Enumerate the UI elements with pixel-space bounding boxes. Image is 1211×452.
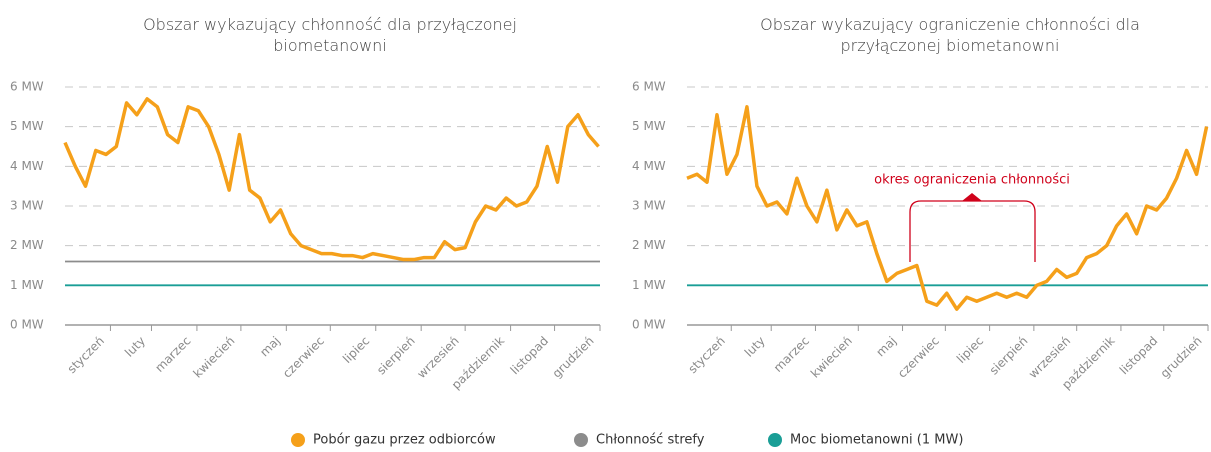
x-tick-label: lipiec (340, 334, 372, 366)
y-tick-label: 3 MW (632, 199, 666, 213)
series-line (63, 97, 600, 262)
x-tick-label: marzec (152, 334, 193, 375)
y-tick-label: 5 MW (10, 119, 44, 133)
chart-title: Obszar wykazujący chłonność dla przyłącz… (143, 15, 517, 55)
y-tick-label: 6 MW (10, 80, 44, 94)
legend-marker (291, 433, 305, 447)
y-tick-label: 0 MW (632, 318, 666, 332)
series-line (686, 105, 1209, 311)
x-tick-label: sierpień (374, 334, 418, 378)
x-tick-label: czerwiec (895, 334, 942, 381)
legend-marker (574, 433, 588, 447)
y-tick-label: 3 MW (10, 199, 44, 213)
x-tick-label: sierpień (987, 334, 1031, 378)
x-tick-label: luty (122, 334, 148, 360)
x-tick-label: lipiec (954, 334, 986, 366)
x-tick-label: wrzesień (414, 334, 461, 381)
x-tick-label: listopad (508, 334, 552, 378)
x-tick-label: kwiecień (808, 334, 855, 381)
y-tick-label: 5 MW (632, 119, 666, 133)
annotation-arrow (962, 193, 982, 201)
y-tick-label: 2 MW (10, 238, 44, 252)
legend-label: Pobór gazu przez odbiorców (313, 433, 496, 448)
x-tick-label: styczeń (685, 334, 727, 376)
x-tick-label: grudzień (550, 334, 597, 381)
y-tick-label: 1 MW (632, 278, 666, 292)
chart-title: Obszar wykazujący ograniczenie chłonnośc… (760, 15, 1140, 55)
legend-marker (768, 433, 782, 447)
x-tick-label: czerwiec (280, 334, 327, 381)
legend-label: Chłonność strefy (596, 433, 705, 448)
x-tick-label: luty (742, 334, 768, 360)
x-tick-label: styczeń (65, 334, 107, 376)
x-tick-label: listopad (1117, 334, 1161, 378)
y-tick-label: 0 MW (10, 318, 44, 332)
y-tick-label: 6 MW (632, 80, 666, 94)
x-tick-label: kwiecień (191, 334, 238, 381)
x-tick-label: marzec (771, 334, 812, 375)
annotation-bracket (909, 200, 1036, 262)
legend: Pobór gazu przez odbiorców Chłonność stre… (291, 433, 963, 448)
x-tick-label: maj (257, 334, 283, 360)
y-tick-label: 1 MW (10, 278, 44, 292)
y-tick-label: 2 MW (632, 238, 666, 252)
legend-label: Moc biometanowni (1 MW) (790, 433, 963, 448)
y-tick-label: 4 MW (10, 159, 44, 173)
y-tick-label: 4 MW (632, 159, 666, 173)
x-tick-label: grudzień (1158, 334, 1205, 381)
annotation: okres ograniczenia chłonności (874, 173, 1070, 188)
x-tick-label: maj (873, 334, 899, 360)
